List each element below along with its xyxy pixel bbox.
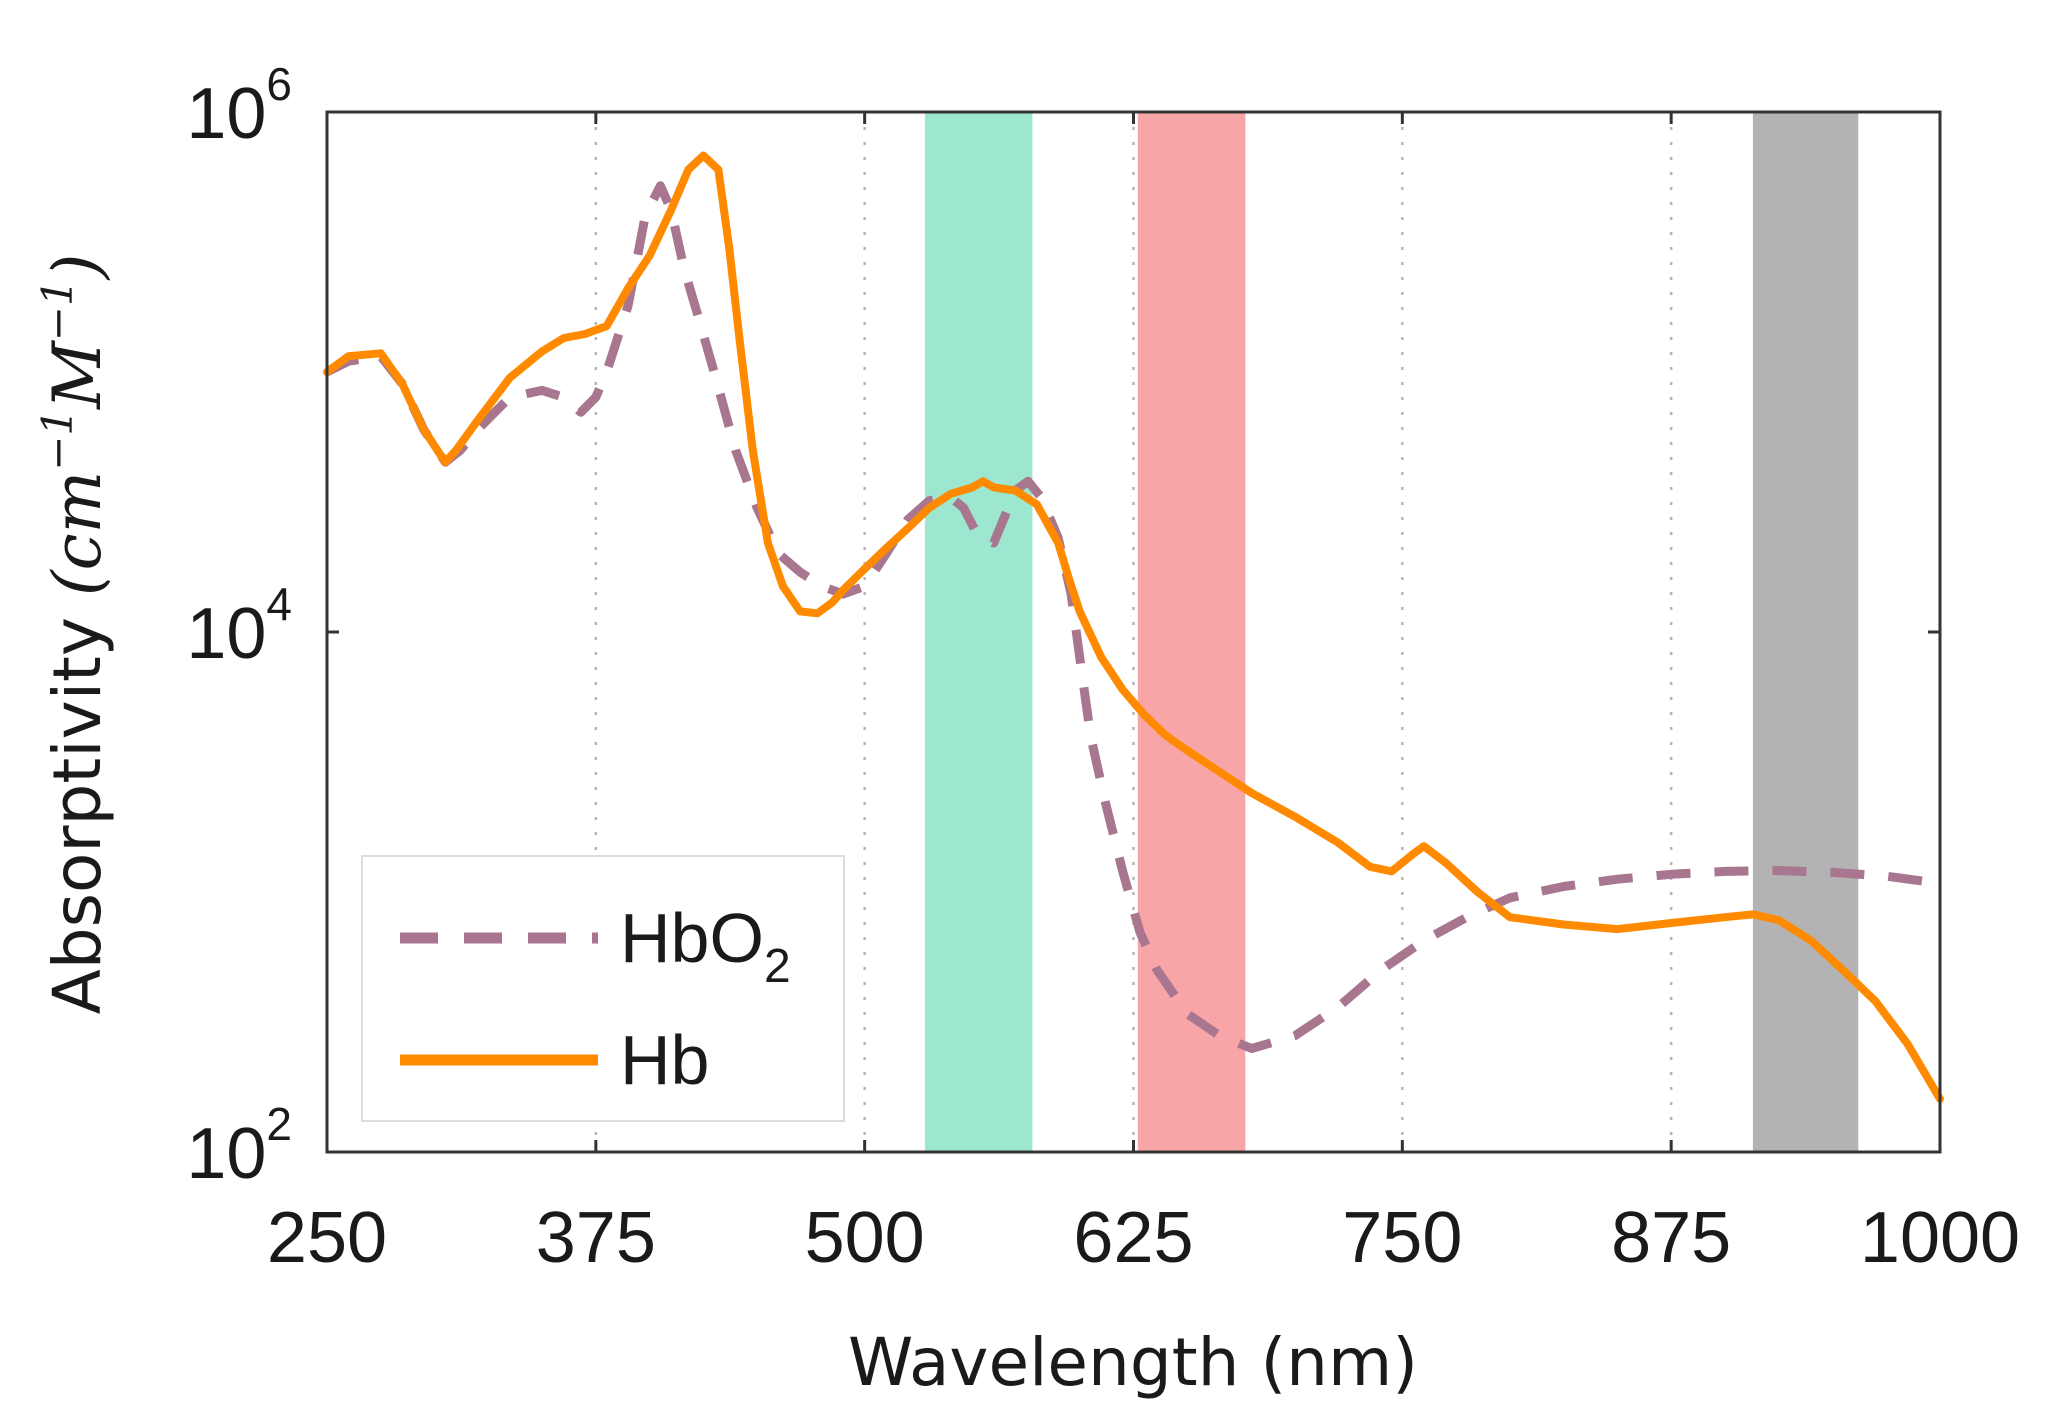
y-axis-title-close: ) — [39, 254, 116, 282]
x-axis-title: Wavelength (nm) — [848, 1324, 1418, 1401]
y-tick-label: 102 — [186, 1098, 292, 1194]
gray-band — [1752, 112, 1859, 1152]
y-axis-title-exp1: −1 — [33, 409, 82, 471]
y-axis-title-exp2: −1 — [33, 279, 82, 341]
y-axis-title-unit-m: M — [39, 340, 116, 410]
x-tick-label: 625 — [1073, 1198, 1193, 1278]
x-axis-ticks: 250 375 500 625 750 875 1000 — [267, 112, 2020, 1278]
y-axis-title-unit-cm: (cm — [39, 471, 116, 596]
x-tick-label: 375 — [536, 1198, 656, 1278]
series-lines — [323, 151, 1944, 1103]
series-line-hb — [323, 151, 1944, 1103]
x-tick-label: 500 — [805, 1198, 925, 1278]
x-tick-label: 875 — [1611, 1198, 1731, 1278]
y-tick-label: 104 — [186, 578, 292, 674]
legend-label-hbo2: HbO2 — [620, 899, 791, 993]
y-axis-title-prefix: Absorptivity — [39, 596, 116, 1014]
x-tick-label: 250 — [267, 1198, 387, 1278]
wavelength-bands — [924, 112, 1859, 1152]
legend-box — [361, 855, 845, 1122]
x-tick-label: 750 — [1342, 1198, 1462, 1278]
y-axis-title: Absorptivity (cm−1M−1) — [33, 254, 116, 1015]
series-line-hbo2 — [324, 181, 1941, 1053]
y-axis-ticks: 102 104 106 — [186, 58, 1940, 1194]
x-tick-label: 1000 — [1860, 1198, 2020, 1278]
green-band — [924, 112, 1033, 1152]
y-tick-label: 106 — [186, 58, 292, 154]
legend: HbO2 Hb — [361, 855, 845, 1122]
legend-label-hb: Hb — [620, 1021, 709, 1099]
red-band — [1137, 112, 1246, 1152]
